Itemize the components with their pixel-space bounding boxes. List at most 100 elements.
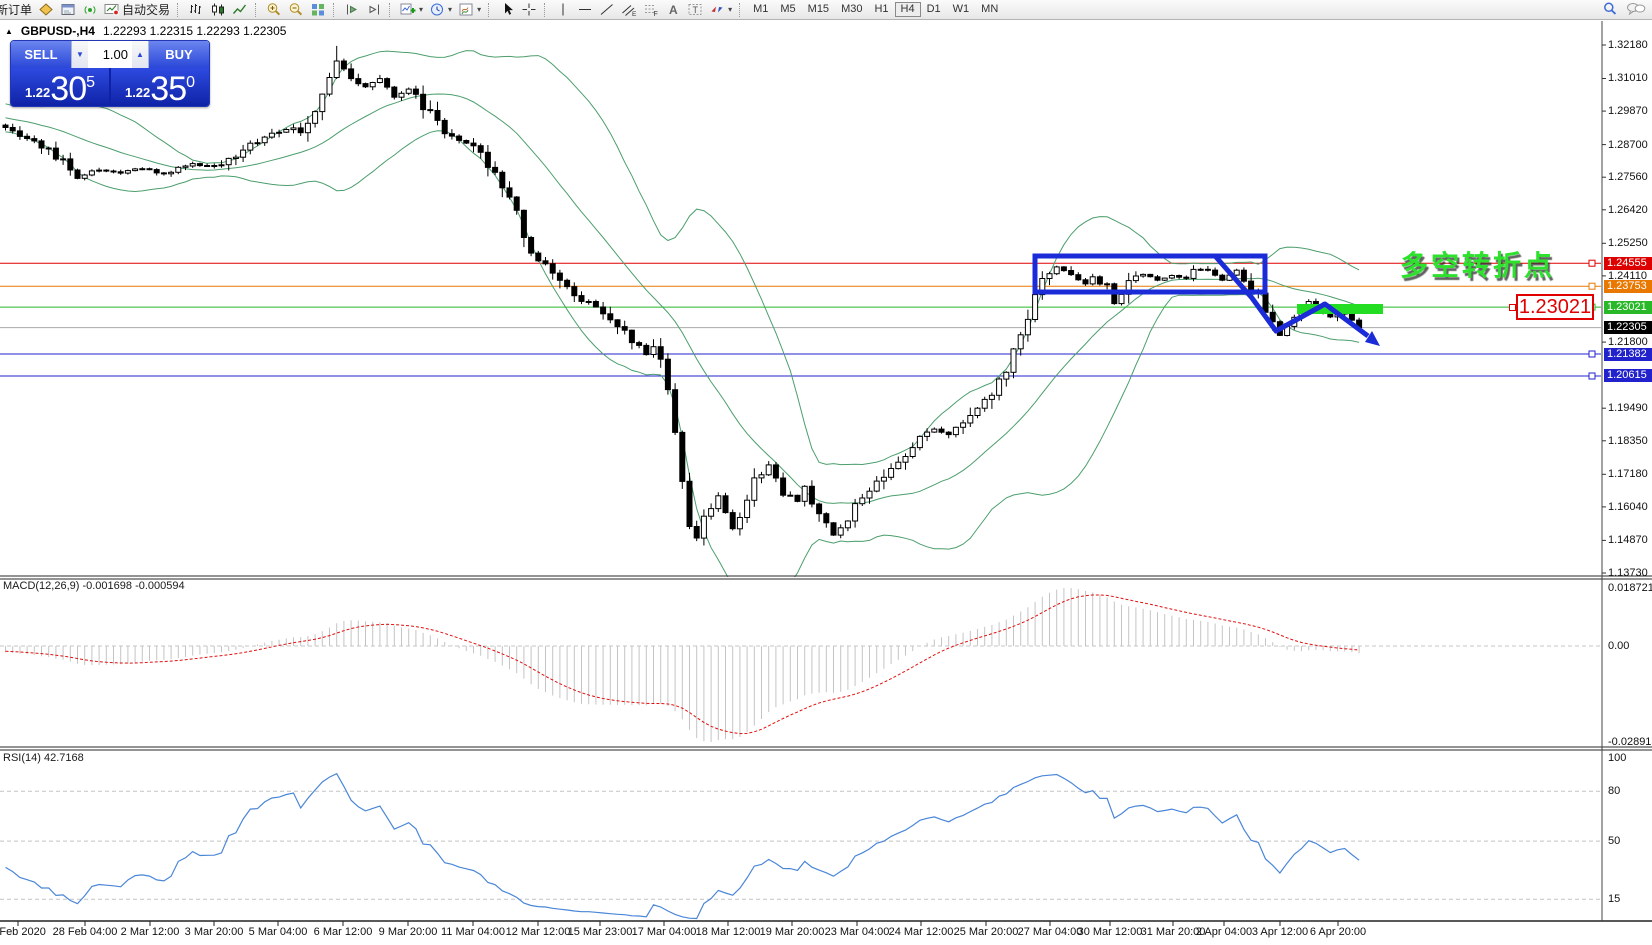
line-chart-icon[interactable]	[229, 1, 251, 18]
timeframe-h1[interactable]: H1	[874, 3, 889, 15]
timeframe-m30[interactable]: M30	[841, 3, 863, 15]
collapse-marker-icon[interactable]: ▲	[5, 26, 13, 36]
candle-body	[542, 260, 549, 265]
new-order-button[interactable]: 新订单	[0, 1, 35, 18]
zoom-out-icon[interactable]	[285, 1, 307, 18]
time-axis-label[interactable]: 31 Mar 20:00	[1140, 926, 1206, 938]
candle-body	[672, 389, 679, 433]
sell-price[interactable]: 1.22 30 5	[11, 68, 109, 106]
candle-body	[175, 166, 182, 173]
green-highlight-bar[interactable]	[1297, 304, 1383, 314]
templates-icon[interactable]: ▾	[455, 1, 484, 18]
time-axis-label[interactable]: 6 Mar 12:00	[313, 926, 373, 938]
timeframe-h4[interactable]: H4	[894, 2, 921, 17]
turning-point-annotation[interactable]: 多空转折点	[1400, 250, 1556, 281]
time-axis-label[interactable]: 28 Feb 04:00	[52, 926, 118, 938]
time-axis-label[interactable]: 6 Apr 20:00	[1309, 926, 1367, 938]
vertical-line-icon[interactable]	[552, 1, 574, 18]
timeframe-m15[interactable]: M15	[807, 3, 830, 15]
fibonacci-icon[interactable]: F	[640, 1, 662, 18]
text-icon[interactable]: A	[662, 1, 684, 18]
timeframe-d1[interactable]: D1	[926, 3, 941, 15]
time-axis-label[interactable]: 27 Mar 04:00	[1017, 926, 1083, 938]
time-axis-label[interactable]: 15 Mar 23:00	[567, 926, 633, 938]
time-axis-label[interactable]: 17 Mar 04:00	[631, 926, 697, 938]
candle-body	[297, 127, 304, 134]
zoom-in-icon[interactable]	[263, 1, 285, 18]
time-axis-label[interactable]: 5 Mar 04:00	[248, 926, 308, 938]
time-axis-label[interactable]: 3 Mar 20:00	[184, 926, 244, 938]
candle-body	[1017, 334, 1024, 350]
time-axis-label[interactable]: 3 Apr 12:00	[1251, 926, 1309, 938]
time-axis-label[interactable]: 24 Mar 12:00	[888, 926, 954, 938]
time-axis-label[interactable]: 2 Mar 12:00	[120, 926, 180, 938]
price-tag-label[interactable]: 1.23021	[1509, 294, 1594, 320]
templates-icon-dropdown[interactable]: ▾	[477, 5, 482, 14]
equidistant-channel-icon[interactable]: E	[618, 1, 640, 18]
cursor-icon[interactable]	[496, 1, 518, 18]
periods-icon-dropdown[interactable]: ▾	[448, 5, 453, 14]
timeframe-m1[interactable]: M1	[753, 3, 769, 15]
arrows-icon	[709, 2, 725, 17]
signals-icon[interactable]	[79, 1, 101, 18]
buy-price[interactable]: 1.22 35 0	[111, 68, 209, 106]
chat-icon[interactable]	[1626, 1, 1646, 19]
bollinger-band-line[interactable]	[5, 93, 1360, 504]
level-line-handle[interactable]	[1588, 372, 1596, 380]
candle-body	[1240, 269, 1247, 282]
time-axis-label[interactable]: 9 Mar 20:00	[378, 926, 438, 938]
time-axis-label[interactable]: 30 Mar 12:00	[1077, 926, 1143, 938]
time-axis-label[interactable]: 6 Feb 2020	[0, 926, 46, 938]
buy-button[interactable]: BUY	[149, 41, 209, 68]
auto-scroll-icon[interactable]	[363, 1, 385, 18]
indicators-icon[interactable]: ▾	[397, 1, 426, 18]
candle-body	[801, 485, 808, 502]
candle-body	[225, 157, 232, 166]
candle-body	[938, 428, 945, 433]
horizontal-line-icon[interactable]	[574, 1, 596, 18]
chart-shift-icon[interactable]	[341, 1, 363, 18]
timeframe-w1[interactable]: W1	[952, 3, 970, 15]
candle-body	[499, 171, 506, 189]
indicators-icon-dropdown[interactable]: ▾	[419, 5, 424, 14]
sell-button[interactable]: SELL	[11, 41, 71, 68]
search-icon[interactable]	[1602, 1, 1618, 19]
arrows-icon-dropdown[interactable]: ▾	[728, 5, 733, 14]
market-watch-icon[interactable]	[35, 1, 57, 18]
price-axis-tick: 1.24110	[1608, 270, 1647, 282]
level-line-handle[interactable]	[1588, 259, 1596, 267]
candle-body	[1176, 275, 1183, 278]
timeframe-m5[interactable]: M5	[780, 3, 796, 15]
level-line-handle[interactable]	[1588, 350, 1596, 358]
volume-input[interactable]: 1.00	[102, 47, 128, 62]
level-line-handle[interactable]	[1588, 282, 1596, 290]
arrows-icon[interactable]: ▾	[706, 1, 735, 18]
tile-windows-icon[interactable]	[307, 1, 329, 18]
time-axis-label[interactable]: 23 Mar 04:00	[824, 926, 890, 938]
bar-chart-icon[interactable]	[185, 1, 207, 18]
projection-arrow[interactable]	[1214, 255, 1370, 339]
candle-body	[355, 78, 362, 85]
autotrading-button[interactable]: 自动交易	[101, 1, 173, 18]
time-axis-label[interactable]: 2 Apr 04:00	[1195, 926, 1253, 938]
bar-chart-icon	[188, 2, 204, 17]
volume-increase-icon[interactable]: ▲	[132, 41, 148, 68]
time-axis-label[interactable]: 12 Mar 12:00	[505, 926, 571, 938]
text-label-icon[interactable]: T	[684, 1, 706, 18]
time-axis-label[interactable]: 19 Mar 20:00	[759, 926, 825, 938]
price-axis-tick: 1.27560	[1608, 171, 1648, 183]
consolidation-box[interactable]	[1032, 253, 1268, 295]
time-axis-label[interactable]: 11 Mar 04:00	[440, 926, 506, 938]
timeframe-mn[interactable]: MN	[981, 3, 999, 15]
bollinger-band-line[interactable]	[5, 130, 1360, 600]
volume-decrease-icon[interactable]: ▼	[72, 41, 88, 68]
time-axis-label[interactable]: 18 Mar 12:00	[695, 926, 761, 938]
time-axis-label[interactable]: 25 Mar 20:00	[953, 926, 1019, 938]
terminal-icon[interactable]	[57, 1, 79, 18]
periods-icon[interactable]: ▾	[426, 1, 455, 18]
trendline-icon[interactable]	[596, 1, 618, 18]
candlestick-chart-icon[interactable]	[207, 1, 229, 18]
crosshair-icon[interactable]	[518, 1, 540, 18]
